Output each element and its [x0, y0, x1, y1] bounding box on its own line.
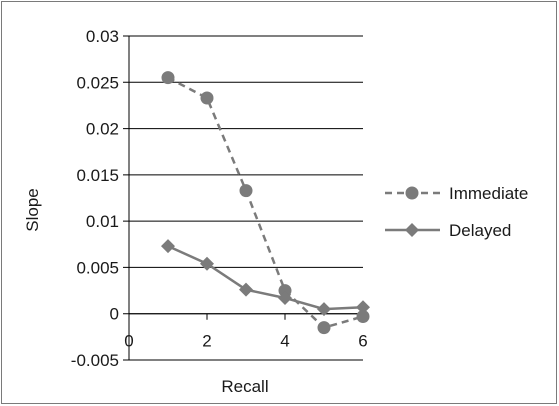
data-point-immediate — [239, 184, 253, 198]
legend-marker-immediate — [405, 186, 419, 200]
y-tick-labels: 0.03 0.025 0.02 0.015 0.01 0.005 0 -0.005 — [71, 27, 119, 370]
data-point-delayed — [161, 239, 175, 254]
series-immediate — [161, 71, 370, 335]
data-point-immediate — [161, 71, 175, 85]
y-axis-title: Slope — [23, 188, 42, 231]
y-tick-label: 0.025 — [76, 73, 119, 92]
series-line-delayed — [167, 244, 364, 311]
x-axis-title: Recall — [221, 377, 268, 396]
data-point-immediate — [317, 321, 331, 335]
y-tick-label: -0.005 — [71, 351, 119, 370]
legend-item-immediate: Immediate — [385, 184, 528, 203]
data-point-immediate — [356, 309, 370, 323]
legend-marker-delayed — [405, 223, 419, 237]
y-tick-label: 0 — [110, 305, 119, 324]
x-tick-label: 6 — [358, 332, 367, 351]
y-tick-label: 0.03 — [86, 27, 119, 46]
legend: Immediate Delayed — [385, 184, 528, 240]
data-point-delayed — [317, 302, 331, 317]
x-tick-label: 4 — [280, 332, 289, 351]
legend-item-delayed: Delayed — [385, 221, 511, 240]
y-tick-label: 0.02 — [86, 120, 119, 139]
y-tick-label: 0.01 — [86, 212, 119, 231]
y-tick-label: 0.015 — [76, 166, 119, 185]
x-tick-label: 2 — [202, 332, 211, 351]
series-delayed — [161, 239, 370, 317]
data-point-delayed — [200, 256, 214, 271]
legend-label-delayed: Delayed — [449, 221, 511, 240]
data-point-immediate — [200, 91, 214, 105]
data-point-immediate — [278, 284, 292, 298]
series-line-immediate — [167, 76, 364, 329]
y-tick-label: 0.005 — [76, 258, 119, 277]
data-point-delayed — [356, 300, 370, 315]
legend-label-immediate: Immediate — [449, 184, 528, 203]
data-series — [161, 71, 370, 335]
data-point-delayed — [239, 282, 253, 297]
x-tick-label: 0 — [124, 332, 133, 351]
data-point-delayed — [278, 290, 292, 305]
x-tick-labels: 0 2 4 6 — [124, 313, 368, 351]
